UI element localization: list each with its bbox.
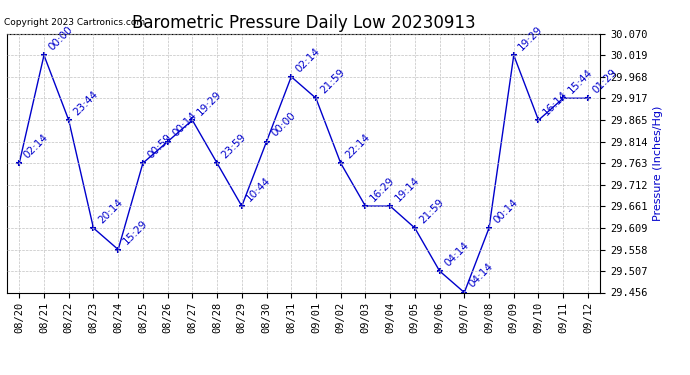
Text: Copyright 2023 Cartronics.com: Copyright 2023 Cartronics.com <box>4 18 145 27</box>
Text: 19:29: 19:29 <box>517 24 545 52</box>
Text: 21:59: 21:59 <box>319 67 347 96</box>
Text: 00:14: 00:14 <box>492 197 520 225</box>
Text: 19:29: 19:29 <box>195 89 224 117</box>
Text: 00:59: 00:59 <box>146 132 174 160</box>
Text: 02:14: 02:14 <box>294 46 322 74</box>
Text: 21:59: 21:59 <box>417 197 446 225</box>
Text: 20:14: 20:14 <box>96 197 124 225</box>
Text: 22:14: 22:14 <box>344 132 372 160</box>
Text: 16:29: 16:29 <box>368 175 397 203</box>
Text: 23:59: 23:59 <box>220 132 248 160</box>
Text: 01:29: 01:29 <box>591 67 619 96</box>
Text: 00:14: 00:14 <box>170 111 199 139</box>
Text: 10:44: 10:44 <box>244 175 273 203</box>
Y-axis label: Pressure (Inches/Hg): Pressure (Inches/Hg) <box>653 105 663 221</box>
Text: 19:14: 19:14 <box>393 175 422 203</box>
Text: 04:14: 04:14 <box>442 240 471 268</box>
Text: 00:00: 00:00 <box>47 24 75 52</box>
Title: Barometric Pressure Daily Low 20230913: Barometric Pressure Daily Low 20230913 <box>132 14 475 32</box>
Text: 16:14: 16:14 <box>541 89 570 117</box>
Text: 15:29: 15:29 <box>121 218 149 247</box>
Text: 00:00: 00:00 <box>269 111 297 139</box>
Text: 04:14: 04:14 <box>467 261 495 290</box>
Text: 23:44: 23:44 <box>72 89 100 117</box>
Text: 15:44: 15:44 <box>566 67 594 96</box>
Text: 02:14: 02:14 <box>22 132 50 160</box>
